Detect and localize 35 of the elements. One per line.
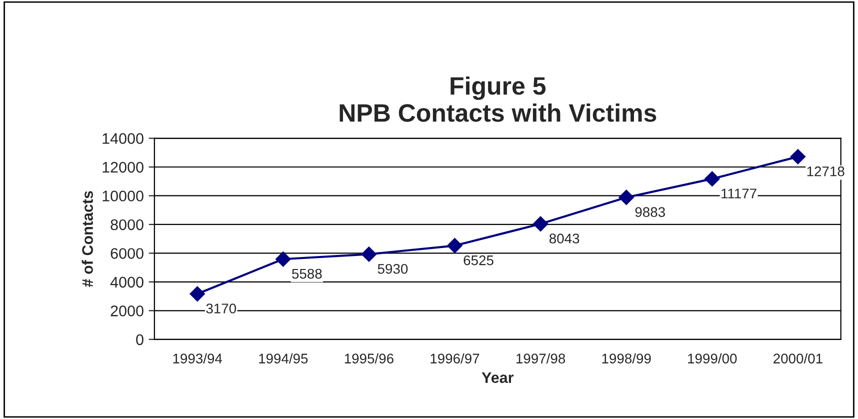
point: [447, 238, 462, 254]
data-label: 5930: [378, 264, 408, 274]
x-tick-label: 1993/94: [173, 353, 222, 364]
chart-title: Figure 5 NPB Contacts with Victims: [340, 76, 656, 122]
x-tick-label: 1998/99: [602, 353, 651, 364]
x-tick-label: 1997/98: [516, 353, 566, 364]
y-tick-label: 12000: [102, 162, 144, 173]
data-label: 5588: [292, 268, 322, 279]
y-tick-label: 2000: [110, 306, 144, 316]
point: [618, 190, 634, 205]
data-label: 11177: [722, 188, 756, 198]
x-tick-label: 2000/01: [774, 353, 822, 364]
y-axis-title: # of Contacts: [82, 191, 93, 287]
y-tick-label: 6000: [110, 248, 144, 259]
y-tick-label: 4000: [110, 276, 144, 288]
point: [190, 286, 205, 302]
data-label: 6525: [464, 255, 494, 266]
point: [361, 246, 377, 262]
x-tick-label: 1994/95: [259, 353, 308, 364]
data-label: 8043: [549, 234, 580, 244]
x-tick-label: 1999/00: [688, 353, 737, 364]
x-tick-label: 1996/97: [430, 353, 480, 364]
y-tick-label: 8000: [110, 219, 144, 230]
x-axis-title: Year: [482, 372, 514, 384]
point: [704, 171, 720, 186]
y-tick-label: 10000: [102, 190, 144, 202]
data-label: 3170: [206, 304, 236, 314]
y-tick-label: 14000: [102, 133, 144, 144]
y-tick-label: 0: [136, 334, 144, 346]
point: [790, 149, 806, 164]
data-label: 9883: [635, 207, 665, 217]
point: [276, 252, 291, 267]
data-label: 12718: [807, 166, 844, 176]
point: [532, 216, 548, 232]
x-tick-label: 1995/96: [344, 353, 394, 364]
